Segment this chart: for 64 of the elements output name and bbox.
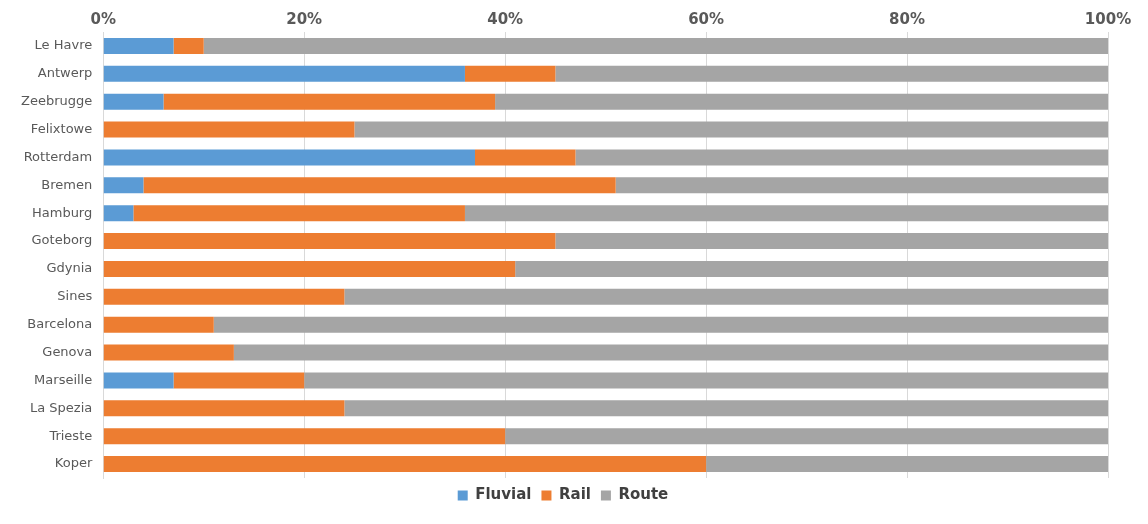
bar [103, 400, 345, 417]
bar [103, 65, 465, 82]
legend-label: Fluvial [475, 485, 532, 504]
bar [344, 400, 1108, 417]
bar [103, 316, 214, 333]
y-tick-label: Bremen [41, 176, 93, 192]
y-tick-label: Hamburg [31, 204, 93, 220]
bar [213, 316, 1108, 333]
bar [233, 344, 1108, 361]
bar [515, 260, 1108, 277]
bar [133, 205, 465, 222]
bar [475, 149, 576, 166]
bar [103, 456, 707, 473]
y-tick-label: Sines [57, 288, 93, 304]
bar [173, 37, 204, 54]
bar [143, 177, 616, 194]
bar [304, 372, 1108, 389]
y-tick-label: Trieste [48, 427, 93, 443]
y-tick-label: Zeebrugge [20, 93, 93, 109]
y-tick-label: Barcelona [27, 316, 93, 332]
y-tick-label: Rotterdam [23, 148, 93, 164]
y-tick-label: Antwerp [37, 65, 93, 81]
y-tick-label: Koper [54, 455, 93, 471]
bar [464, 65, 556, 82]
y-tick-label: Marseille [34, 371, 93, 387]
bar [103, 260, 516, 277]
bar [575, 149, 1108, 166]
x-tick-label: 40% [487, 9, 524, 28]
bar [103, 428, 506, 445]
y-tick-label: Le Havre [34, 37, 93, 53]
x-tick-label: 100% [1084, 9, 1132, 28]
bar [555, 65, 1108, 82]
y-tick-label: Gdynia [46, 260, 93, 276]
bar [173, 372, 305, 389]
x-tick-label: 80% [889, 9, 925, 28]
bar [103, 288, 345, 305]
x-tick-label: 20% [286, 9, 323, 28]
bar [354, 121, 1108, 138]
bar [103, 93, 164, 110]
x-tick-label: 0% [90, 9, 116, 28]
bar [555, 233, 1108, 250]
bar [495, 93, 1108, 110]
bar [464, 205, 1108, 222]
bar [103, 121, 355, 138]
bar [103, 37, 174, 54]
y-tick-label: Felixtowe [30, 120, 93, 136]
bar [615, 177, 1108, 194]
bar [103, 344, 234, 361]
x-tick-label: 60% [688, 9, 725, 28]
legend-label: Rail [558, 485, 591, 504]
bar [505, 428, 1108, 445]
legend-label: Route [618, 485, 669, 504]
bar [103, 149, 475, 166]
bar [163, 93, 496, 110]
y-tick-label: Goteborg [31, 232, 93, 248]
bar [103, 205, 134, 222]
bar [103, 233, 556, 250]
bar [203, 37, 1108, 54]
y-tick-label: Genova [42, 343, 93, 359]
bar [344, 288, 1108, 305]
bar [103, 372, 174, 389]
y-tick-label: La Spezia [29, 399, 93, 415]
bar [706, 456, 1108, 473]
bar [103, 177, 144, 194]
